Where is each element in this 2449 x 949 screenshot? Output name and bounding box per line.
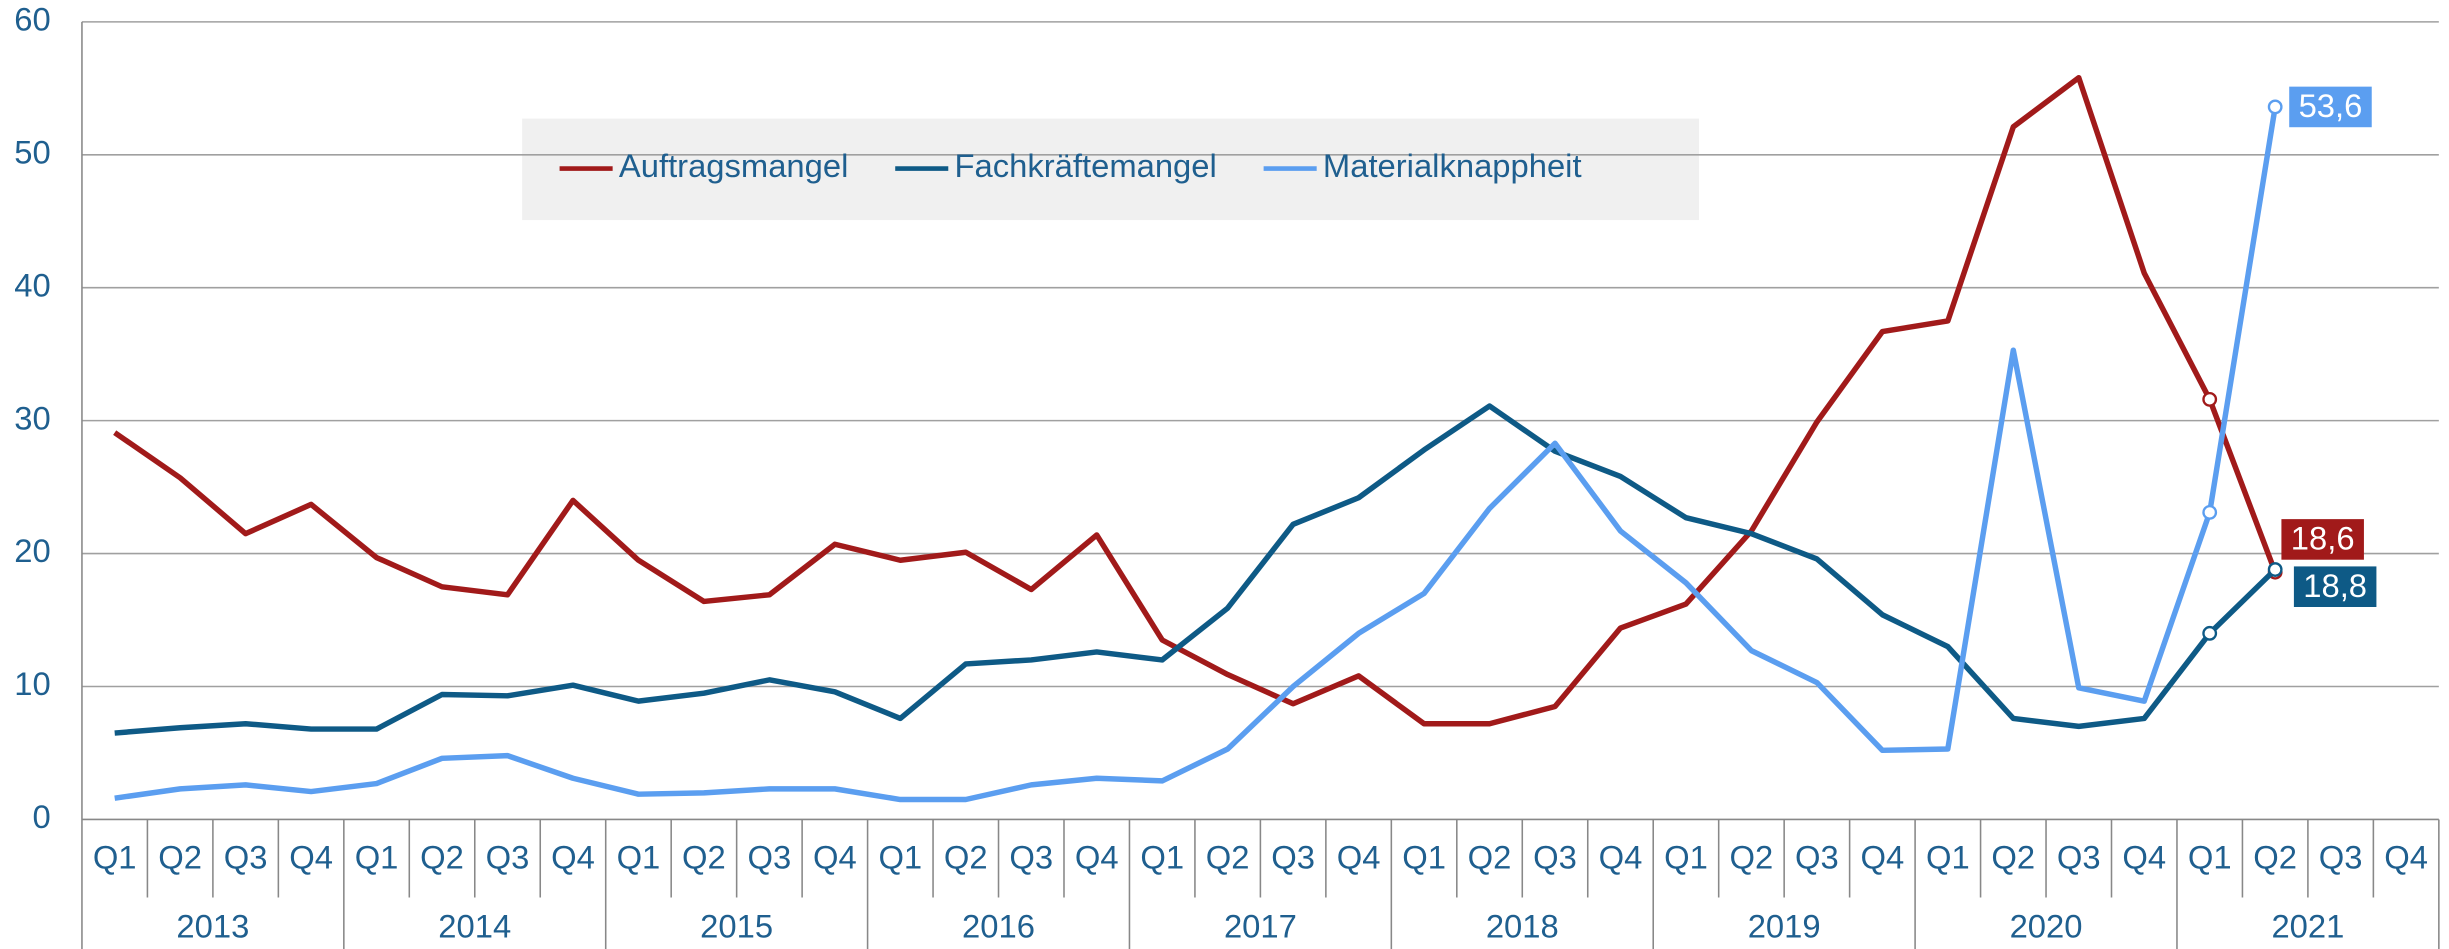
- y-tick-label: 30: [14, 399, 50, 436]
- series-line: [113, 74, 2278, 727]
- x-tick-label: Q4: [1860, 839, 1904, 876]
- x-tick-label: Q3: [1009, 839, 1053, 876]
- x-tick-label: Q1: [1140, 839, 1184, 876]
- x-tick-label: Q2: [1730, 839, 1774, 876]
- x-tick-label: Q1: [93, 839, 137, 876]
- y-tick-label: 10: [14, 665, 50, 702]
- x-tick-label: Q2: [682, 839, 726, 876]
- year-label: 2020: [2010, 907, 2083, 944]
- point-marker: [2267, 562, 2283, 577]
- x-tick-label: Q1: [878, 839, 922, 876]
- year-label: 2018: [1486, 907, 1559, 944]
- x-tick-label: Q1: [355, 839, 399, 876]
- x-tick-label: Q3: [748, 839, 792, 876]
- legend-label: Fachkräftemangel: [955, 147, 1217, 184]
- x-tick-label: Q1: [2188, 839, 2232, 876]
- x-tick-label: Q2: [158, 839, 202, 876]
- x-tick-label: Q2: [420, 839, 464, 876]
- series-line: [114, 106, 2278, 803]
- point-marker: [2202, 504, 2218, 520]
- x-tick-label: Q3: [1271, 839, 1315, 876]
- legend-label: Materialknappheit: [1323, 147, 1582, 184]
- x-tick-label: Q3: [1795, 839, 1839, 876]
- x-tick-label: Q3: [224, 839, 268, 876]
- x-tick-label: Q4: [2122, 839, 2166, 876]
- x-tick-label: Q1: [617, 839, 661, 876]
- x-tick-label: Q4: [1075, 839, 1119, 876]
- x-tick-label: Q1: [1926, 839, 1970, 876]
- y-tick-label: 60: [14, 1, 50, 38]
- y-tick-label: 50: [14, 133, 50, 170]
- x-tick-label: Q4: [1599, 839, 1643, 876]
- x-tick-label: Q2: [1991, 839, 2035, 876]
- x-tick-label: Q3: [1533, 839, 1577, 876]
- x-tick-label: Q2: [2253, 839, 2297, 876]
- y-tick-label: 0: [33, 798, 51, 835]
- x-tick-label: Q2: [1468, 839, 1512, 876]
- x-tick-label: Q3: [2057, 839, 2101, 876]
- value-label-box: [2281, 519, 2364, 560]
- year-label: 2015: [700, 907, 773, 944]
- legend-box: [522, 118, 1699, 221]
- value-label-box: [2289, 86, 2372, 128]
- value-label: 18,8: [2303, 567, 2367, 604]
- value-label-box: [2293, 566, 2377, 607]
- series-line: [114, 403, 2278, 736]
- year-label: 2016: [962, 907, 1035, 944]
- year-label: 2013: [176, 907, 249, 944]
- x-tick-label: Q1: [1664, 839, 1708, 876]
- year-label: 2014: [438, 907, 511, 944]
- x-tick-label: Q4: [289, 839, 333, 876]
- year-label: 2021: [2271, 907, 2344, 944]
- point-marker: [2202, 625, 2218, 641]
- y-tick-label: 20: [14, 532, 50, 569]
- x-tick-label: Q4: [2384, 839, 2428, 876]
- value-label: 18,6: [2291, 520, 2355, 557]
- year-label: 2017: [1224, 907, 1297, 944]
- value-label: 53,6: [2299, 87, 2363, 124]
- x-tick-label: Q1: [1402, 839, 1446, 876]
- year-label: 2019: [1748, 907, 1821, 944]
- point-marker: [2267, 99, 2283, 115]
- x-tick-label: Q4: [1337, 839, 1381, 876]
- x-tick-label: Q3: [2319, 839, 2363, 876]
- x-tick-label: Q2: [944, 839, 988, 876]
- x-tick-label: Q4: [551, 839, 595, 876]
- point-marker: [2202, 391, 2218, 407]
- x-tick-label: Q4: [813, 839, 857, 876]
- x-tick-label: Q3: [486, 839, 530, 876]
- x-tick-label: Q2: [1206, 839, 1250, 876]
- y-tick-label: 40: [14, 266, 50, 303]
- legend-label: Auftragsmangel: [619, 147, 849, 184]
